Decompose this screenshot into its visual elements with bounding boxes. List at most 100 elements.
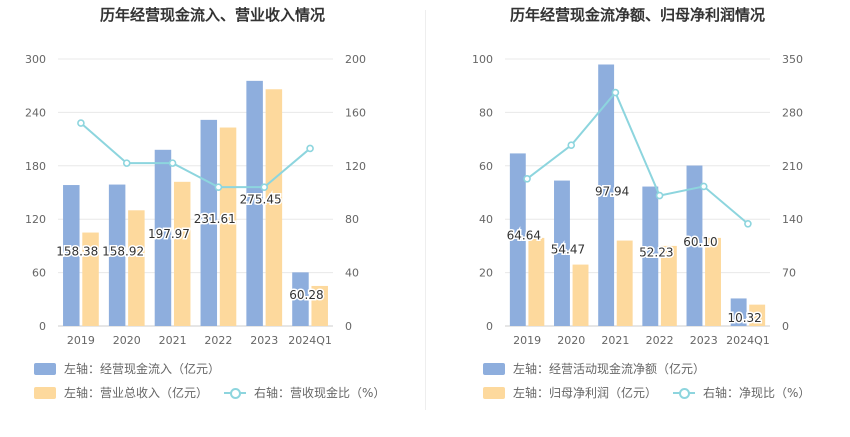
bar-primary: [246, 80, 263, 326]
bar-secondary: [219, 127, 237, 326]
line-series: [526, 90, 749, 225]
chart-title: 历年经营现金流入、营业收入情况: [99, 6, 325, 24]
bar-data-label: 54.47: [551, 242, 585, 256]
right-axis-tick-label: 140: [782, 213, 803, 226]
right-axis-tick-label: 80: [345, 213, 359, 226]
bar-data-label: 60.10: [683, 235, 717, 249]
legend-swatch-icon: [483, 362, 505, 375]
legend-label: 左轴：归母净利润（亿元）: [513, 386, 658, 400]
line-point: [122, 159, 131, 167]
legend-line-icon: [224, 387, 247, 399]
bar-data-label: 64.64: [507, 229, 541, 243]
bar-primary: [63, 185, 80, 326]
line-point: [214, 183, 223, 191]
x-axis-tick-label: 2020: [557, 334, 585, 347]
line-point: [744, 219, 752, 228]
bar-secondary: [128, 210, 145, 326]
legend-item: 左轴：经营现金流入（亿元）: [34, 360, 220, 377]
left-axis-tick-label: 180: [25, 160, 46, 173]
legend-row-2: 左轴：营业总收入（亿元） 右轴：营收现金比（%）: [34, 384, 401, 401]
bar-data-label: 60.28: [289, 288, 323, 302]
legend-label: 左轴：营业总收入（亿元）: [64, 386, 209, 400]
bar-primary: [509, 153, 526, 326]
bar-data-label: 158.38: [56, 245, 98, 259]
right-axis-tick-label: 350: [782, 53, 803, 66]
bar-data-label: 197.97: [148, 227, 190, 241]
legend-item: 右轴：净现比（%）: [673, 384, 810, 401]
right-axis-tick-label: 200: [345, 53, 366, 66]
right-axis-tick-label: 40: [345, 267, 359, 280]
right-axis-tick-label: 120: [345, 160, 366, 173]
left-axis-tick-label: 240: [25, 106, 46, 119]
line-point: [260, 183, 269, 191]
legend-label: 右轴：营收现金比（%）: [254, 386, 386, 400]
bar-data-label: 231.61: [194, 212, 236, 226]
bar-primary: [200, 119, 218, 327]
line-point: [523, 174, 531, 183]
legend-label: 右轴：净现比（%）: [703, 386, 811, 400]
right-axis-tick-label: 280: [782, 106, 803, 119]
x-axis-tick-label: 2019: [513, 334, 541, 347]
chart-panel-left: 历年经营现金流入、营业收入情况 0 60 120 180 240 300 0 40 80 120 1…: [25, 6, 401, 401]
x-axis-tick-label: 2021: [159, 334, 187, 347]
legend-item: 右轴：营收现金比（%）: [224, 384, 385, 401]
bar-primary: [642, 186, 659, 326]
chart-panel-right: 历年经营现金流净额、归母净利润情况 0 20 40 60 80 100 0 70 140 210 2…: [425, 0, 850, 437]
x-axis-tick-label: 2024Q1: [288, 334, 332, 347]
left-axis-tick-label: 100: [472, 53, 493, 66]
x-axis-tick-label: 2024Q1: [726, 334, 770, 347]
left-axis-tick-label: 300: [25, 53, 46, 66]
bar-secondary: [311, 285, 328, 326]
x-axis-tick-label: 2022: [204, 334, 232, 347]
chart-left-svg: 0 60 120 180 240 300 0 40 80 120 160 200 2019 2020 202…: [25, 53, 366, 347]
left-axis-tick-label: 60: [479, 160, 493, 173]
left-axis-tick-label: 80: [479, 106, 493, 119]
left-axis-tick-label: 60: [32, 267, 46, 280]
legend-row-1: 左轴：经营活动现金流净额（亿元）: [483, 360, 721, 377]
panel-divider: [425, 10, 426, 410]
chart-title: 历年经营现金流净额、归母净利润情况: [509, 6, 765, 24]
bar-secondary: [749, 304, 766, 326]
bar-secondary: [572, 264, 589, 326]
right-axis-tick-label: 160: [345, 106, 366, 119]
x-axis-tick-label: 2021: [601, 334, 629, 347]
legend-swatch-icon: [34, 386, 56, 399]
bar-secondary: [660, 245, 677, 326]
legend-item: 左轴：营业总收入（亿元）: [34, 384, 208, 401]
right-axis-tick-label: 210: [782, 160, 803, 173]
bar-secondary: [705, 237, 721, 326]
line-point: [306, 144, 314, 153]
line-point: [699, 182, 708, 191]
legend-label: 左轴：经营现金流入（亿元）: [64, 362, 221, 376]
bar-secondary: [173, 181, 191, 326]
legend-line-icon: [673, 387, 696, 399]
bar-primary: [154, 149, 172, 326]
bar-secondary: [82, 232, 99, 326]
left-axis-tick-label: 120: [25, 213, 46, 226]
bar-primary: [730, 298, 747, 326]
x-axis-tick-label: 2020: [113, 334, 141, 347]
bar-primary: [554, 180, 570, 326]
bar-primary: [108, 184, 126, 326]
left-axis-tick-label: 20: [479, 267, 493, 280]
legend-item: 左轴：归母净利润（亿元）: [483, 384, 657, 401]
x-axis-tick-label: 2023: [690, 334, 718, 347]
line-point: [168, 159, 177, 167]
line-point: [611, 88, 620, 97]
bar-data-label: 158.92: [102, 244, 144, 258]
legend-swatch-icon: [34, 362, 56, 375]
bar-primary: [292, 272, 309, 326]
legend-swatch-icon: [483, 386, 505, 399]
bar-data-label: 52.23: [639, 245, 673, 259]
bar-data-label: 97.94: [595, 184, 629, 198]
legend-label: 左轴：经营活动现金流净额（亿元）: [513, 362, 706, 376]
x-axis-tick-label: 2019: [67, 334, 95, 347]
bar-secondary: [265, 89, 283, 326]
line-series: [80, 122, 311, 189]
legend-row-1: 左轴：经营现金流入（亿元）: [34, 360, 236, 377]
line-point: [567, 141, 576, 150]
chart-right-svg: 0 20 40 60 80 100 0 70 140 210 280 350 2019 2020 2021 2…: [472, 53, 803, 347]
bar-primary: [686, 165, 703, 326]
bar-primary: [598, 64, 615, 327]
bar-data-label: 275.45: [240, 192, 282, 206]
